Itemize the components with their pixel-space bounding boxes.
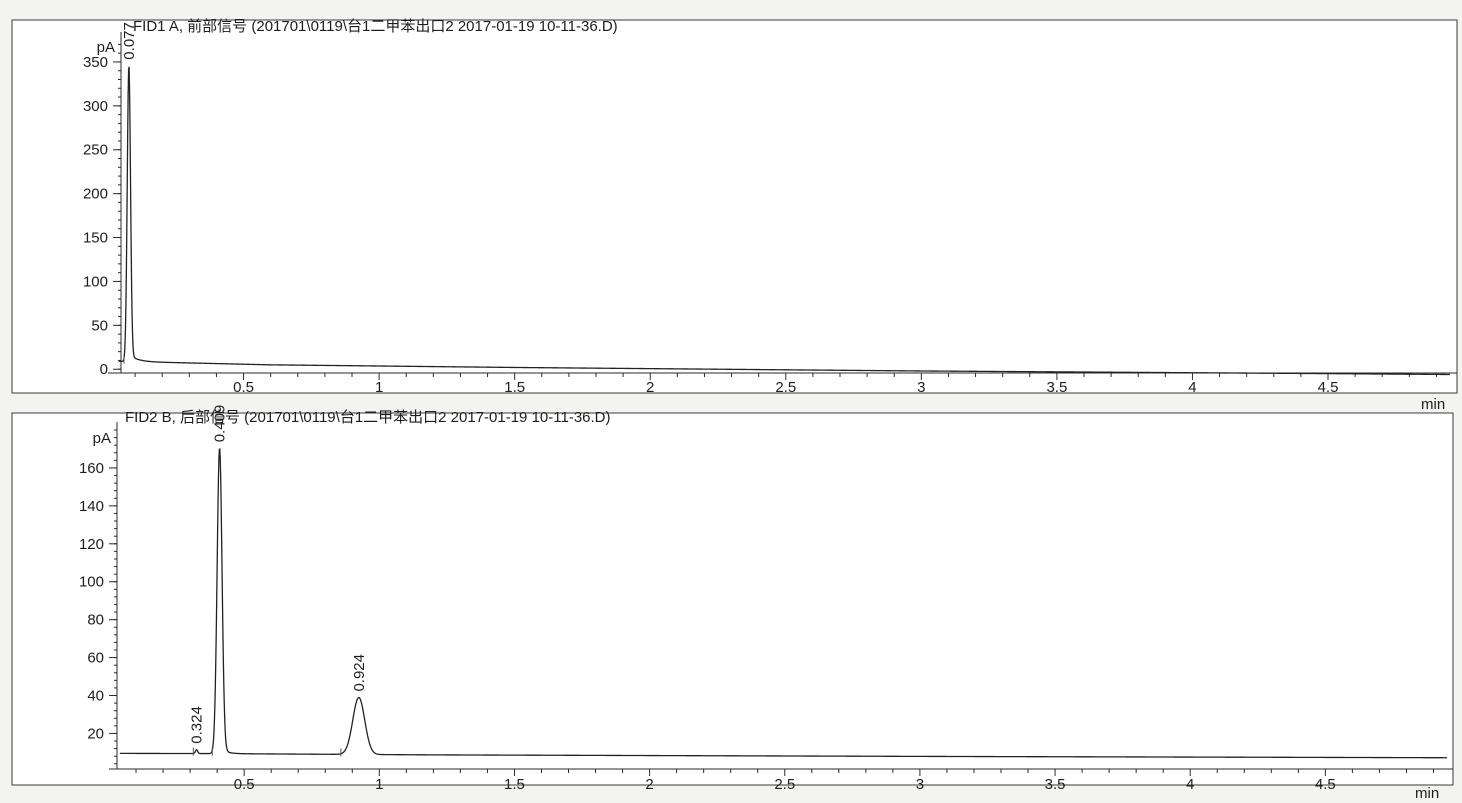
- x-axis-label: min: [1421, 396, 1445, 413]
- fid2-panel: FID2 B, 后部信号 (201701\0119\台1二甲苯出口2 2017-…: [11, 405, 1454, 802]
- y-tick-label: 80: [87, 612, 104, 629]
- x-tick-label: 2.5: [774, 776, 795, 793]
- signal-trace: [118, 66, 1450, 376]
- y-tick-label: 120: [79, 536, 104, 553]
- x-tick-label: 4: [1186, 776, 1194, 793]
- x-tick-label: 0.5: [233, 379, 254, 396]
- peak-label: 0.077: [121, 22, 138, 60]
- x-tick-label: 1: [375, 776, 383, 793]
- x-tick-label: 3.5: [1046, 379, 1067, 396]
- x-tick-label: 0.5: [234, 776, 255, 793]
- x-tick-label: 2.5: [775, 379, 796, 396]
- peak-label: 0.324: [189, 706, 206, 744]
- y-tick-label: 300: [83, 98, 108, 115]
- y-tick-label: 200: [83, 186, 108, 203]
- y-tick-label: 60: [87, 650, 104, 667]
- x-tick-label: 4.5: [1315, 776, 1336, 793]
- y-tick-label: 350: [83, 54, 108, 71]
- peak-label: 0.924: [351, 654, 368, 692]
- x-tick-label: 1.5: [504, 776, 525, 793]
- x-tick-label: 3: [916, 776, 924, 793]
- y-tick-label: 0: [100, 361, 108, 378]
- x-tick-label: 2: [646, 379, 654, 396]
- y-axis-label: pA: [97, 39, 115, 56]
- x-tick-label: 4: [1188, 379, 1196, 396]
- x-tick-label: 1: [375, 379, 383, 396]
- x-tick-label: 4.5: [1318, 379, 1339, 396]
- peak-label: 0.409: [212, 405, 229, 443]
- y-tick-label: 250: [83, 142, 108, 159]
- y-axis-label: pA: [93, 430, 111, 447]
- y-tick-label: 40: [87, 688, 104, 705]
- x-tick-label: 3: [917, 379, 925, 396]
- plot-frame: [11, 412, 1454, 786]
- x-axis-label: min: [1415, 785, 1439, 802]
- y-tick-label: 100: [79, 574, 104, 591]
- x-tick-label: 1.5: [504, 379, 525, 396]
- y-tick-label: 140: [79, 498, 104, 515]
- y-tick-label: 100: [83, 273, 108, 290]
- x-tick-label: 2: [645, 776, 653, 793]
- chart-title: FID1 A, 前部信号 (201701\0119\台1二甲苯出口2 2017-…: [133, 18, 618, 35]
- y-tick-label: 160: [79, 460, 104, 477]
- fid1-panel: FID1 A, 前部信号 (201701\0119\台1二甲苯出口2 2017-…: [11, 18, 1458, 413]
- chart-title: FID2 B, 后部信号 (201701\0119\台1二甲苯出口2 2017-…: [125, 409, 611, 426]
- x-tick-label: 3.5: [1045, 776, 1066, 793]
- y-tick-label: 20: [87, 725, 104, 742]
- y-tick-label: 150: [83, 230, 108, 247]
- y-tick-label: 50: [91, 317, 108, 334]
- plot-frame: [11, 19, 1458, 394]
